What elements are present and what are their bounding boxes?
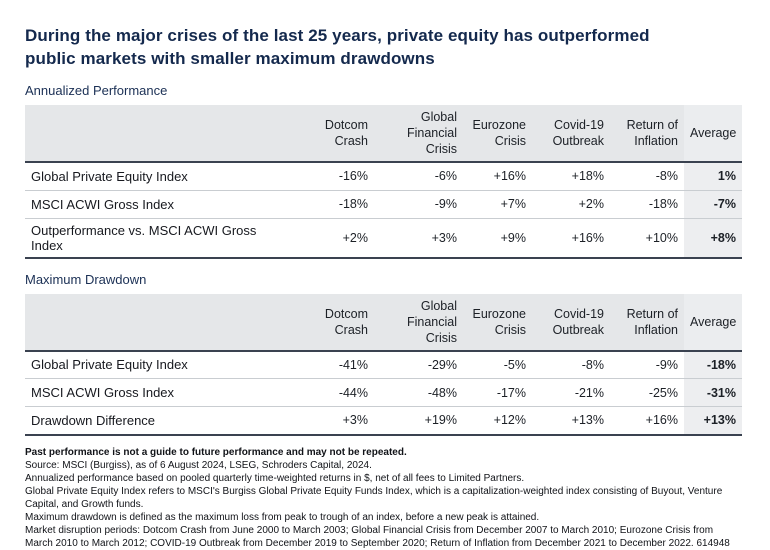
footnote-source: Source: MSCI (Burgiss), as of 6 August 2… [25, 459, 372, 471]
figure-title-line2: public markets with smaller maximum draw… [25, 49, 435, 68]
value-cell: -25% [610, 378, 684, 407]
value-cell: -44% [297, 378, 374, 407]
value-cell: +19% [374, 406, 463, 436]
table-row: Outperformance vs. MSCI ACWI Gross Index… [25, 218, 742, 259]
table-row: MSCI ACWI Gross Index -44% -48% -17% -21… [25, 378, 742, 407]
value-cell: +18% [532, 162, 610, 191]
footnote-global-pe-index: Global Private Equity Index refers to MS… [25, 485, 723, 510]
row-label: Global Private Equity Index [25, 162, 297, 191]
value-cell: -48% [374, 378, 463, 407]
column-header-return-of-inflation: Return of Inflation [610, 293, 684, 352]
empty-header-cell [25, 293, 297, 352]
value-cell: +13% [532, 406, 610, 436]
value-cell: +3% [297, 406, 374, 436]
table-row: MSCI ACWI Gross Index -18% -9% +7% +2% -… [25, 190, 742, 219]
value-cell: -16% [297, 162, 374, 191]
average-cell: +8% [684, 218, 742, 259]
column-header-covid19-outbreak: Covid-19 Outbreak [532, 105, 610, 163]
figure-title-line1: During the major crises of the last 25 y… [25, 26, 650, 45]
section-label-annualized-performance: Annualized Performance [25, 83, 168, 98]
maximum-drawdown-table: Dotcom Crash Global Financial Crisis Eur… [25, 293, 742, 436]
section-label-maximum-drawdown: Maximum Drawdown [25, 271, 147, 287]
column-header-dotcom-crash: Dotcom Crash [297, 293, 374, 352]
empty-header-cell [25, 105, 297, 163]
column-header-global-financial-crisis: Global Financial Crisis [374, 105, 463, 163]
row-label: MSCI ACWI Gross Index [25, 190, 297, 219]
value-cell: -21% [532, 378, 610, 407]
column-header-global-financial-crisis: Global Financial Crisis [374, 293, 463, 352]
value-cell: -41% [297, 350, 374, 379]
value-cell: -29% [374, 350, 463, 379]
header-row: Dotcom Crash Global Financial Crisis Eur… [25, 105, 742, 163]
value-cell: -9% [610, 350, 684, 379]
column-header-covid19-outbreak: Covid-19 Outbreak [532, 293, 610, 352]
average-cell: -7% [684, 190, 742, 219]
table-row: Global Private Equity Index -41% -29% -5… [25, 350, 742, 379]
table-row: Global Private Equity Index -16% -6% +16… [25, 162, 742, 191]
annualized-performance-table: Dotcom Crash Global Financial Crisis Eur… [25, 105, 742, 259]
value-cell: +3% [374, 218, 463, 259]
value-cell: +12% [463, 406, 532, 436]
value-cell: -17% [463, 378, 532, 407]
header-row: Dotcom Crash Global Financial Crisis Eur… [25, 293, 742, 352]
value-cell: +16% [532, 218, 610, 259]
value-cell: -18% [610, 190, 684, 219]
row-label: Drawdown Difference [25, 406, 297, 436]
value-cell: -8% [610, 162, 684, 191]
column-header-return-of-inflation: Return of Inflation [610, 105, 684, 163]
footnote-annualized-performance: Annualized performance based on pooled q… [25, 472, 525, 484]
value-cell: +16% [610, 406, 684, 436]
figure-title: During the major crises of the last 25 y… [25, 24, 742, 70]
value-cell: -18% [297, 190, 374, 219]
value-cell: -9% [374, 190, 463, 219]
footnote-market-disruption-periods: Market disruption periods: Dotcom Crash … [25, 524, 730, 549]
column-header-eurozone-crisis: Eurozone Crisis [463, 293, 532, 352]
value-cell: +9% [463, 218, 532, 259]
value-cell: +7% [463, 190, 532, 219]
column-header-eurozone-crisis: Eurozone Crisis [463, 105, 532, 163]
footnote-past-performance: Past performance is not a guide to futur… [25, 446, 407, 458]
average-cell: 1% [684, 162, 742, 191]
column-header-average: Average [684, 293, 742, 352]
value-cell: +16% [463, 162, 532, 191]
average-cell: -31% [684, 378, 742, 407]
value-cell: -5% [463, 350, 532, 379]
value-cell: +2% [297, 218, 374, 259]
column-header-average: Average [684, 105, 742, 163]
table-row: Drawdown Difference +3% +19% +12% +13% +… [25, 406, 742, 436]
value-cell: -6% [374, 162, 463, 191]
average-cell: +13% [684, 406, 742, 436]
footnote-maximum-drawdown: Maximum drawdown is defined as the maxim… [25, 511, 540, 523]
row-label: Global Private Equity Index [25, 350, 297, 379]
value-cell: -8% [532, 350, 610, 379]
value-cell: +10% [610, 218, 684, 259]
row-label: Outperformance vs. MSCI ACWI Gross Index [25, 218, 297, 259]
value-cell: +2% [532, 190, 610, 219]
average-cell: -18% [684, 350, 742, 379]
column-header-dotcom-crash: Dotcom Crash [297, 105, 374, 163]
row-label: MSCI ACWI Gross Index [25, 378, 297, 407]
footnotes: Past performance is not a guide to futur… [25, 446, 742, 550]
